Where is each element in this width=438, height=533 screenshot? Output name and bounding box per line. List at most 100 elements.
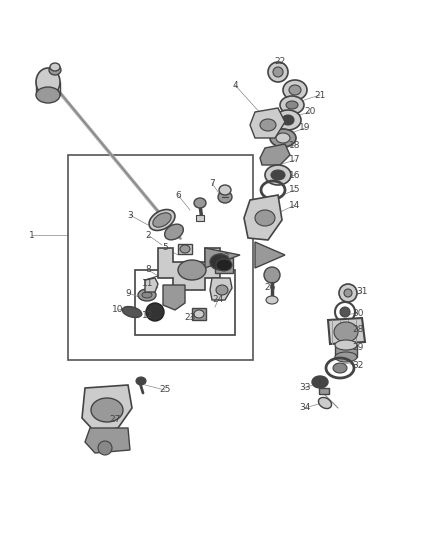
Bar — [319, 388, 329, 394]
Polygon shape — [210, 278, 232, 300]
Circle shape — [268, 62, 288, 82]
Ellipse shape — [142, 292, 152, 298]
Text: 3: 3 — [127, 211, 133, 220]
Ellipse shape — [334, 322, 358, 342]
Circle shape — [344, 289, 352, 297]
Text: 13: 13 — [219, 254, 231, 262]
Text: 30: 30 — [352, 309, 364, 318]
Text: 17: 17 — [289, 156, 301, 165]
Text: 12: 12 — [142, 311, 154, 319]
Text: 22: 22 — [274, 58, 286, 67]
Ellipse shape — [49, 65, 61, 75]
Ellipse shape — [194, 198, 206, 208]
Polygon shape — [82, 385, 132, 432]
Polygon shape — [163, 285, 185, 310]
Ellipse shape — [283, 80, 307, 100]
Bar — [178, 244, 192, 254]
Ellipse shape — [122, 306, 142, 318]
Bar — [192, 308, 206, 320]
Ellipse shape — [50, 63, 60, 71]
Ellipse shape — [333, 363, 347, 373]
Text: 14: 14 — [290, 200, 301, 209]
Text: 19: 19 — [299, 124, 311, 133]
Ellipse shape — [280, 96, 304, 114]
Text: 11: 11 — [142, 279, 154, 287]
Ellipse shape — [282, 115, 294, 125]
Text: 6: 6 — [175, 190, 181, 199]
Ellipse shape — [255, 210, 275, 226]
Text: 9: 9 — [125, 288, 131, 297]
Text: 16: 16 — [289, 171, 301, 180]
Polygon shape — [255, 242, 285, 268]
Ellipse shape — [335, 340, 357, 350]
Ellipse shape — [289, 85, 301, 95]
Text: 21: 21 — [314, 91, 326, 100]
Ellipse shape — [318, 398, 332, 409]
Circle shape — [340, 307, 350, 317]
Ellipse shape — [335, 352, 357, 362]
Circle shape — [98, 441, 112, 455]
Ellipse shape — [275, 110, 301, 130]
Ellipse shape — [216, 259, 232, 271]
Text: 1: 1 — [29, 230, 35, 239]
Text: 33: 33 — [299, 384, 311, 392]
Ellipse shape — [219, 185, 231, 195]
Ellipse shape — [266, 296, 278, 304]
Ellipse shape — [178, 260, 206, 280]
Circle shape — [146, 303, 164, 321]
Text: 25: 25 — [159, 385, 171, 394]
Ellipse shape — [210, 254, 230, 270]
Ellipse shape — [91, 398, 123, 422]
Text: 26: 26 — [264, 284, 276, 293]
Polygon shape — [250, 108, 285, 138]
Ellipse shape — [218, 191, 232, 203]
Text: 27: 27 — [110, 416, 121, 424]
Polygon shape — [260, 144, 290, 165]
Text: 18: 18 — [289, 141, 301, 149]
Text: 32: 32 — [352, 360, 364, 369]
Polygon shape — [205, 248, 240, 268]
Text: 31: 31 — [356, 287, 368, 296]
Ellipse shape — [36, 68, 60, 96]
Text: 20: 20 — [304, 108, 316, 117]
Bar — [196, 215, 204, 221]
Ellipse shape — [180, 245, 190, 253]
Text: 24: 24 — [212, 295, 224, 304]
Text: 34: 34 — [299, 403, 311, 413]
Text: 5: 5 — [162, 244, 168, 253]
Text: 8: 8 — [145, 265, 151, 274]
Ellipse shape — [276, 133, 290, 143]
Circle shape — [264, 267, 280, 283]
Ellipse shape — [36, 87, 60, 103]
Bar — [68, 155, 253, 360]
Text: 4: 4 — [232, 80, 238, 90]
Ellipse shape — [136, 377, 146, 385]
Text: 10: 10 — [112, 305, 124, 314]
Ellipse shape — [265, 165, 291, 185]
Polygon shape — [85, 428, 130, 453]
Ellipse shape — [216, 285, 228, 295]
Ellipse shape — [149, 209, 175, 230]
Ellipse shape — [153, 213, 171, 227]
Text: 29: 29 — [352, 343, 364, 352]
Ellipse shape — [286, 101, 298, 109]
Polygon shape — [158, 248, 220, 290]
Text: 2: 2 — [145, 230, 151, 239]
Ellipse shape — [260, 119, 276, 131]
Bar — [135, 270, 235, 335]
Polygon shape — [328, 318, 365, 344]
Circle shape — [273, 67, 283, 77]
Polygon shape — [244, 195, 282, 240]
Ellipse shape — [165, 224, 184, 240]
Polygon shape — [145, 278, 158, 292]
Ellipse shape — [270, 129, 296, 147]
Text: 23: 23 — [184, 313, 196, 322]
Bar — [335, 345, 357, 357]
Bar — [215, 258, 233, 273]
Text: 7: 7 — [209, 179, 215, 188]
Ellipse shape — [312, 376, 328, 388]
Circle shape — [339, 284, 357, 302]
Ellipse shape — [271, 170, 285, 180]
Text: 28: 28 — [352, 326, 364, 335]
Text: 15: 15 — [289, 185, 301, 195]
